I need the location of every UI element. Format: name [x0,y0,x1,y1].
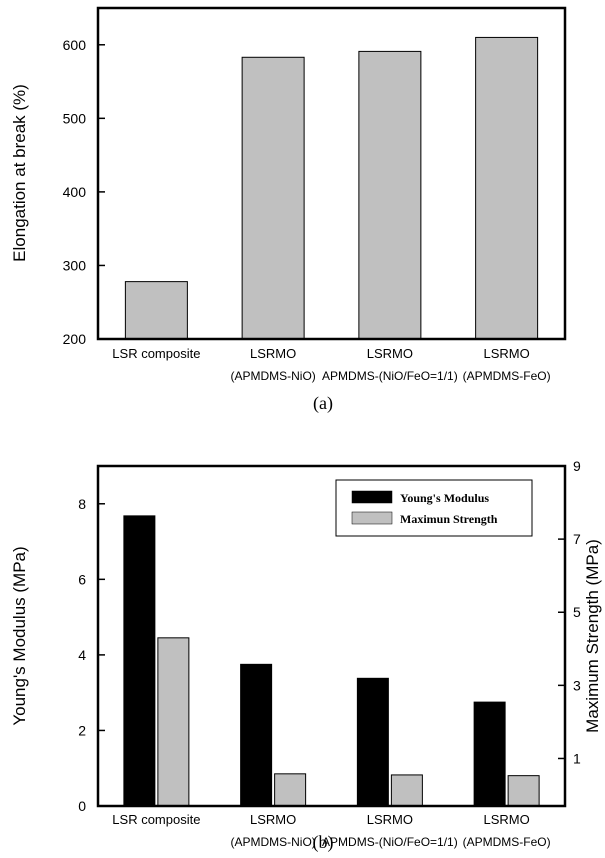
x-label-2-apmdms-nio-feo-1-1: APMDMS-(NiO/FeO=1/1) [322,835,458,849]
left-y-tick-label-2: 2 [78,722,86,738]
right-y-tick-label-3: 3 [573,677,581,693]
legend-label-maximun-strength: Maximun Strength [400,512,498,526]
x-label-3-apmdms-feo: (APMDMS-FeO) [463,835,551,849]
left-y-tick-label-0: 0 [78,798,86,814]
elongation-bars [124,36,539,340]
x-label-1-lsrmo: LSRMO [250,346,296,361]
x-label-3-lsrmo: LSRMO [484,812,530,827]
y-tick-label-200: 200 [63,331,87,347]
plot-frame-a [96,6,567,341]
bar-youngs-modulus-0 [123,515,156,807]
figure-caption-b: (b) [313,832,334,853]
legend-swatch-maximun-strength [351,511,393,525]
figure-caption-a: (a) [313,393,333,414]
y-tick-label-400: 400 [63,184,87,200]
bar-1 [241,56,305,340]
left-y-axis-ticks-b: 0 2 4 6 8 [78,496,105,814]
left-y-axis-title-b: Young's Modulus (MPa) [10,546,29,725]
bar-maximun-strength-3 [507,775,540,807]
modulus-strength-bars [123,515,540,807]
legend-box [335,479,533,537]
x-label-0-lsr-composite: LSR composite [112,812,200,827]
legend: Young's Modulus Maximun Strength [335,479,533,537]
legend-swatch-youngs-modulus [351,490,393,504]
x-label-1-lsrmo: LSRMO [250,812,296,827]
x-label-1-apmdms-nio: (APMDMS-NiO) [230,369,315,383]
x-label-0-lsr-composite: LSR composite [112,346,200,361]
bar-youngs-modulus-2 [356,677,389,807]
bar-0 [124,281,188,340]
right-y-tick-label-5: 5 [573,604,581,620]
bar-maximun-strength-2 [390,774,423,807]
legend-label-youngs-modulus: Young's Modulus [400,491,489,505]
right-y-tick-label-1: 1 [573,750,581,766]
x-label-1-apmdms-nio: (APMDMS-NiO) [230,835,315,849]
y-axis-title-a: Elongation at break (%) [10,84,29,262]
bar-youngs-modulus-3 [473,701,506,807]
right-y-axis-ticks-b: 1 3 5 7 9 [558,458,581,766]
bar-youngs-modulus-1 [240,663,273,807]
y-axis-ticks-a: 200 300 400 500 600 [63,37,105,347]
elongation-chart: 200 300 400 500 600 LSR composite LSRMO (APMDM… [10,6,567,414]
y-tick-label-300: 300 [63,257,87,273]
x-label-2-lsrmo: LSRMO [367,346,413,361]
bar-2 [358,50,422,340]
plot-frame-b [96,464,567,808]
x-axis-labels-a: LSR composite LSRMO (APMDMS-NiO) LSRMO APMDM… [112,346,550,383]
x-label-2-apmdms-nio-feo-1-1: APMDMS-(NiO/FeO=1/1) [322,369,458,383]
right-y-tick-label-7: 7 [573,531,581,547]
x-axis-labels-b: LSR composite LSRMO (APMDMS-NiO) LSRMO APMDM… [112,812,550,849]
left-y-tick-label-6: 6 [78,571,86,587]
left-y-tick-label-4: 4 [78,647,86,663]
x-label-3-apmdms-feo: (APMDMS-FeO) [463,369,551,383]
y-tick-label-500: 500 [63,110,87,126]
y-tick-label-600: 600 [63,37,87,53]
right-y-tick-label-9: 9 [573,458,581,474]
bar-maximun-strength-1 [274,773,307,807]
bar-maximun-strength-0 [157,637,190,807]
left-y-tick-label-8: 8 [78,496,86,512]
bar-3 [475,36,539,340]
x-label-2-lsrmo: LSRMO [367,812,413,827]
modulus-strength-chart: 0 2 4 6 8 1 3 5 7 9 LSR composite LSRMO (APMDMS-Ni… [10,458,602,853]
x-label-3-lsrmo: LSRMO [484,346,530,361]
right-y-axis-title-b: Maximum Strength (MPa) [583,539,602,733]
